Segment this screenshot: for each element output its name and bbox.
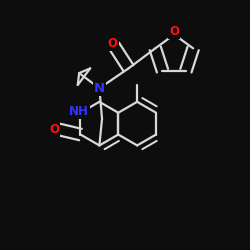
Text: O: O [169,25,179,38]
Text: N: N [94,82,105,95]
Text: O: O [108,36,118,50]
Text: NH: NH [69,105,89,118]
Text: O: O [49,123,59,136]
